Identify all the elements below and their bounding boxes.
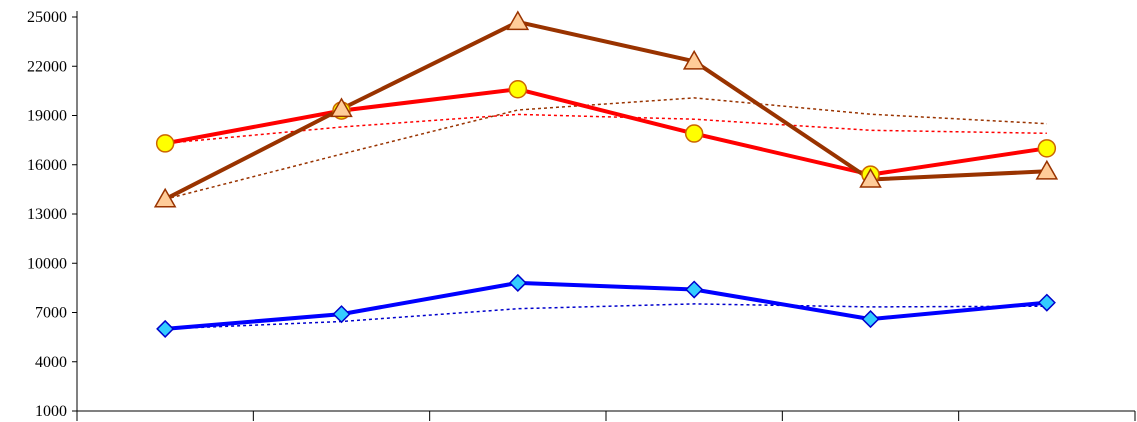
trendlines bbox=[164, 97, 1047, 330]
data-point-series-2 bbox=[153, 187, 177, 208]
series-markers bbox=[153, 10, 1059, 338]
series-lines bbox=[164, 19, 1048, 331]
series-line-3 bbox=[164, 280, 1048, 331]
y-tick-label: 1000 bbox=[35, 403, 67, 420]
data-point-series-3 bbox=[156, 319, 175, 338]
y-tick-label: 16000 bbox=[27, 157, 67, 174]
axes: 1000 4000 7000 10000 13000 16000 19000 22000 250… bbox=[27, 9, 1136, 421]
data-point-series-2 bbox=[859, 168, 882, 188]
data-point-series-3 bbox=[508, 273, 527, 293]
data-point-series-3 bbox=[332, 305, 351, 324]
data-point-series-2 bbox=[330, 97, 353, 118]
data-point-series-1 bbox=[508, 79, 528, 99]
y-tick-label: 22000 bbox=[27, 58, 67, 75]
series-line-1 bbox=[164, 87, 1048, 177]
y-tick-label: 13000 bbox=[27, 206, 67, 223]
y-tick-label: 7000 bbox=[35, 305, 67, 322]
data-point-series-2 bbox=[682, 49, 706, 70]
data-point-series-2 bbox=[506, 10, 530, 31]
data-point-series-1 bbox=[1037, 139, 1057, 158]
data-point-series-3 bbox=[861, 310, 880, 329]
y-tick-label: 4000 bbox=[35, 354, 67, 371]
data-point-series-3 bbox=[1037, 293, 1056, 312]
data-point-series-1 bbox=[155, 134, 175, 153]
y-tick-label: 19000 bbox=[27, 108, 67, 125]
data-point-series-1 bbox=[684, 124, 704, 143]
y-tick-label: 25000 bbox=[27, 9, 67, 26]
series-line-2 bbox=[164, 19, 1047, 201]
data-point-series-2 bbox=[1035, 159, 1059, 180]
data-point-series-3 bbox=[685, 280, 704, 299]
trendline-series-2 bbox=[164, 97, 1047, 200]
y-tick-label: 10000 bbox=[27, 255, 67, 272]
